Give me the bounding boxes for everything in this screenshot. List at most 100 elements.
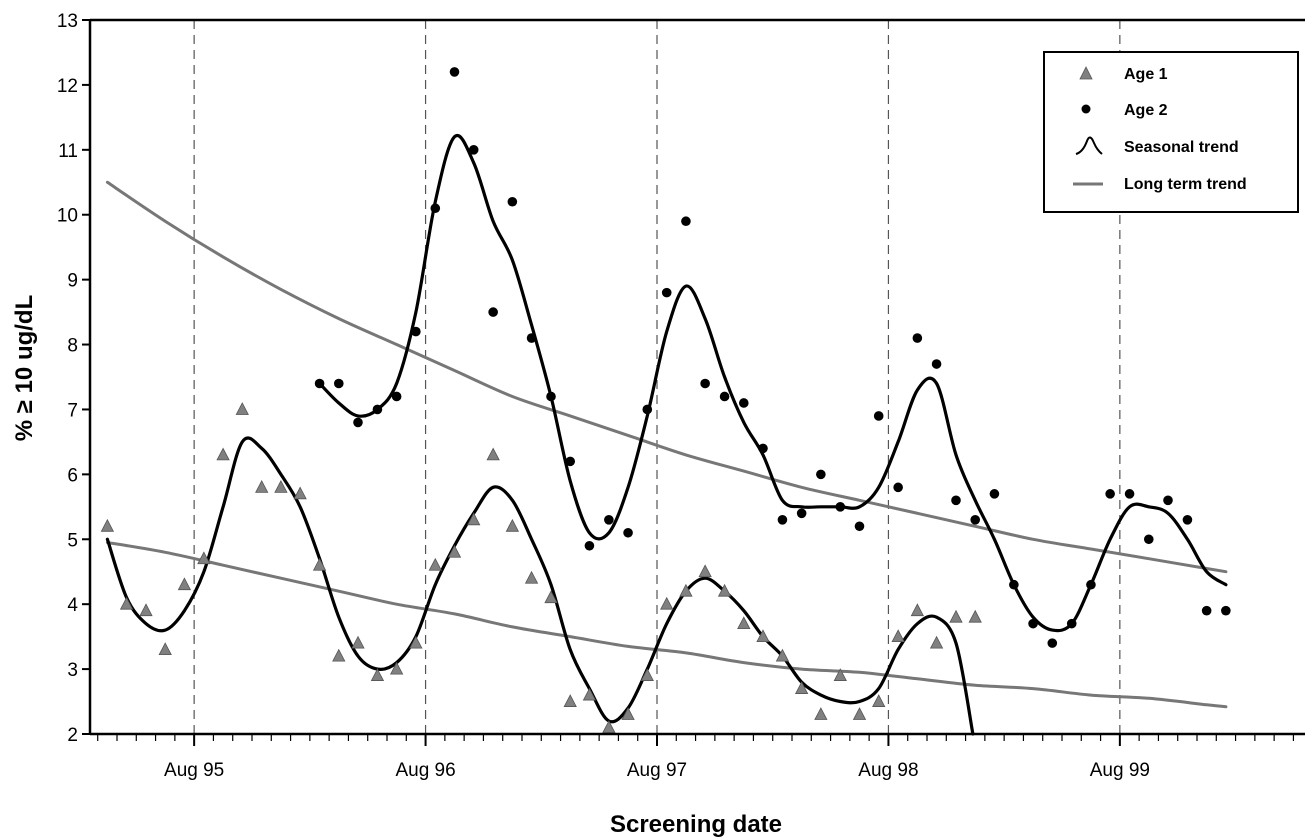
age1-point bbox=[486, 447, 500, 461]
age1-point bbox=[409, 635, 423, 649]
age1-point bbox=[563, 694, 577, 707]
y-tick-label-9: 9 bbox=[67, 271, 78, 292]
data-points bbox=[100, 67, 1231, 733]
age1-point bbox=[467, 512, 481, 526]
age1-point bbox=[640, 668, 654, 681]
age1-point bbox=[833, 668, 847, 681]
legend: Age 1 Age 2 Seasonal trend Long term tre… bbox=[1043, 51, 1299, 213]
legend-label-seasonal: Seasonal trend bbox=[1124, 139, 1239, 156]
age1-point bbox=[197, 551, 211, 565]
age2-point bbox=[372, 404, 383, 415]
age2-point bbox=[719, 391, 730, 402]
age1-point bbox=[814, 707, 828, 720]
age2-point bbox=[758, 443, 768, 454]
age1-point bbox=[602, 720, 616, 733]
long-term-trend-line-1 bbox=[105, 541, 1228, 709]
age2-point bbox=[1066, 618, 1077, 629]
age1-point bbox=[255, 479, 269, 493]
age1-point bbox=[852, 707, 867, 720]
y-tick-label-8: 8 bbox=[67, 336, 78, 357]
age1-point bbox=[698, 564, 712, 578]
age1-point bbox=[235, 402, 249, 415]
x-tick-label-3: Aug 98 bbox=[858, 760, 918, 781]
age2-point bbox=[1105, 489, 1115, 499]
age2-point bbox=[1009, 579, 1019, 590]
x-axis-title: Screening date bbox=[610, 811, 782, 838]
age1-point bbox=[872, 694, 886, 707]
age1-point bbox=[717, 583, 732, 597]
age2-point bbox=[1086, 579, 1096, 590]
age1-point bbox=[351, 635, 365, 649]
age1-point bbox=[312, 557, 327, 571]
age2-point bbox=[970, 515, 981, 525]
age2-point bbox=[391, 391, 402, 402]
y-axis-title: % ≥ 10 ug/dL bbox=[11, 295, 38, 442]
age1-point bbox=[891, 629, 905, 643]
age2-point bbox=[816, 469, 826, 480]
axes: 2 3 4 5 6 7 8 9 10 11 12 13 Aug 95 Aug 96 Aug 97 Aug 98… bbox=[57, 11, 1305, 781]
age1-point bbox=[968, 609, 982, 623]
age2-point bbox=[835, 502, 846, 512]
age1-point bbox=[293, 486, 307, 500]
age2-point bbox=[1163, 495, 1173, 506]
age2-point bbox=[584, 540, 595, 551]
legend-seasonal-curve-icon bbox=[1075, 136, 1103, 155]
seasonal-trend-curves bbox=[105, 133, 1228, 736]
age2-point bbox=[1047, 638, 1058, 648]
age2-point bbox=[873, 411, 884, 421]
age2-point bbox=[468, 145, 479, 155]
age2-point bbox=[738, 398, 749, 408]
age1-point bbox=[100, 518, 115, 532]
legend-label-longterm: Long term trend bbox=[1124, 176, 1247, 193]
y-tick-label-5: 5 bbox=[67, 530, 78, 551]
age2-point bbox=[1201, 605, 1212, 616]
age1-point bbox=[524, 570, 539, 584]
long-term-trend-lines bbox=[105, 180, 1228, 709]
age2-point bbox=[777, 515, 788, 525]
age2-point bbox=[1124, 489, 1135, 499]
age1-point bbox=[737, 616, 751, 630]
age2-point bbox=[854, 521, 865, 532]
y-tick-label-4: 4 bbox=[67, 595, 78, 616]
age2-point bbox=[430, 203, 441, 214]
age2-point bbox=[546, 391, 556, 402]
age1-point bbox=[274, 479, 288, 493]
age2-point bbox=[700, 378, 710, 389]
x-tick-label-1: Aug 96 bbox=[395, 760, 455, 781]
age2-point bbox=[604, 515, 614, 525]
age2-point bbox=[526, 333, 537, 343]
age2-point bbox=[989, 489, 1000, 499]
age1-point bbox=[660, 596, 674, 610]
age1-point bbox=[582, 687, 597, 701]
legend-circle-icon bbox=[1081, 104, 1091, 114]
age2-point bbox=[661, 287, 672, 298]
age1-point bbox=[216, 447, 230, 461]
legend-label-age1: Age 1 bbox=[1124, 66, 1168, 83]
long-term-trend-line-0 bbox=[105, 180, 1228, 574]
seasonal-trend-curve-0 bbox=[105, 436, 975, 736]
y-tick-label-10: 10 bbox=[57, 206, 78, 227]
age1-point bbox=[139, 603, 153, 617]
age1-point bbox=[158, 642, 172, 656]
x-tick-label-0: Aug 95 bbox=[164, 760, 224, 781]
age1-point bbox=[794, 681, 809, 694]
age1-point bbox=[929, 635, 944, 649]
age1-point bbox=[775, 648, 790, 662]
age2-point bbox=[1028, 618, 1038, 629]
age1-point bbox=[370, 668, 385, 681]
y-tick-label-7: 7 bbox=[67, 400, 78, 421]
age1-point bbox=[544, 590, 558, 604]
age2-point bbox=[623, 527, 633, 538]
age2-point bbox=[314, 378, 325, 389]
age2-point bbox=[353, 417, 363, 428]
age2-point bbox=[893, 482, 903, 493]
y-tick-label-12: 12 bbox=[57, 76, 78, 97]
age2-point bbox=[411, 326, 421, 337]
age2-point bbox=[333, 378, 344, 389]
age1-point bbox=[949, 609, 963, 623]
age1-point bbox=[177, 577, 192, 591]
age2-point bbox=[951, 495, 961, 506]
age1-point bbox=[756, 629, 770, 643]
age1-point bbox=[447, 544, 462, 558]
